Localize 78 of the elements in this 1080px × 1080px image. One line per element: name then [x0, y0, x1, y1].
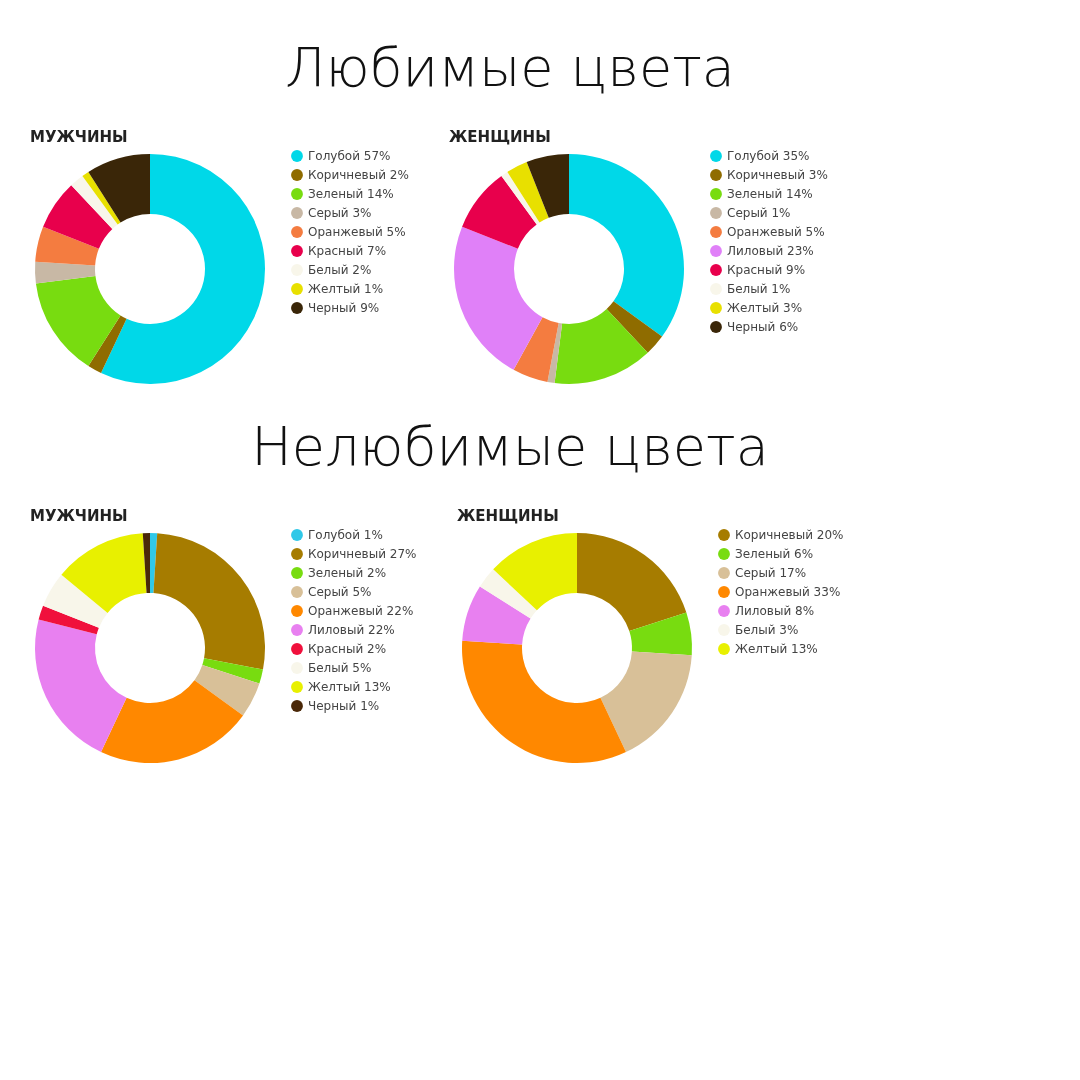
donut-slice: [194, 665, 260, 716]
donut-slice: [71, 175, 118, 229]
legend-label: Зеленый 6%: [735, 547, 814, 561]
legend-label: Коричневый 3%: [727, 168, 828, 182]
legend-label: Белый 2%: [308, 263, 372, 277]
legend-label: Серый 5%: [308, 585, 372, 599]
donut-slice: [153, 533, 265, 670]
legend-label: Зеленый 14%: [308, 187, 394, 201]
legend-label: Черный 9%: [308, 301, 380, 315]
donut-slice: [35, 261, 96, 284]
text: Нелюбимые цвета: [251, 415, 769, 478]
text: Любимые цвета: [285, 36, 735, 99]
donut-slice: [462, 586, 531, 645]
legend-label: Коричневый 27%: [308, 547, 417, 561]
donut-slice: [82, 171, 121, 225]
legend-label: Желтый 3%: [727, 301, 803, 315]
donut-slice: [142, 533, 150, 594]
legend-label: Коричневый 2%: [308, 168, 409, 182]
legend-label: Желтый 13%: [308, 680, 391, 694]
legend-label: Лиловый 22%: [308, 623, 395, 637]
legend-label: Черный 6%: [727, 320, 799, 334]
legend-label: Желтый 1%: [308, 282, 384, 296]
legend-label: Зеленый 14%: [727, 187, 813, 201]
legend-label: Красный 7%: [308, 244, 387, 258]
donut-slice: [629, 612, 692, 656]
donut-slice: [507, 162, 549, 223]
chart-title: ЖЕНЩИНЫ: [457, 507, 559, 525]
donut-slice: [501, 171, 540, 225]
donut-slice: [606, 301, 663, 353]
legend-label: Красный 2%: [308, 642, 387, 656]
donut-slice: [577, 533, 687, 631]
legend-label: Серый 3%: [308, 206, 372, 220]
legend-label: Голубой 57%: [308, 149, 391, 163]
legend-label: Серый 17%: [735, 566, 807, 580]
donut-slice: [150, 533, 158, 594]
donut-slice: [554, 309, 648, 384]
donut-slice: [61, 533, 147, 613]
legend-label: Оранжевый 33%: [735, 585, 841, 599]
legend-label: Белый 3%: [735, 623, 799, 637]
legend-label: Черный 1%: [308, 699, 380, 713]
legend-label: Голубой 35%: [727, 149, 810, 163]
donut-slice: [88, 315, 127, 374]
legend-label: Желтый 13%: [735, 642, 818, 656]
donut-slice: [462, 175, 537, 249]
chart-title: ЖЕНЩИНЫ: [449, 128, 551, 146]
donut-slice: [513, 317, 559, 382]
donut-slice: [88, 154, 150, 223]
legend-label: Оранжевый 5%: [308, 225, 406, 239]
legend-label: Серый 1%: [727, 206, 791, 220]
donut-slice: [479, 569, 537, 619]
legend-label: Белый 1%: [727, 282, 791, 296]
legend-label: Оранжевый 22%: [308, 604, 414, 618]
donut-slice: [569, 154, 684, 337]
donut-slice: [547, 323, 563, 384]
donut-slice: [35, 619, 127, 753]
legend-label: Красный 9%: [727, 263, 806, 277]
chart-title: МУЖЧИНЫ: [30, 128, 128, 146]
chart-title: МУЖЧИНЫ: [30, 507, 128, 525]
legend-label: Оранжевый 5%: [727, 225, 825, 239]
donut-slice: [35, 275, 121, 367]
legend-label: Лиловый 23%: [727, 244, 814, 258]
donut-slice: [202, 658, 263, 684]
donut-slice: [462, 640, 626, 763]
donut-slice: [526, 154, 569, 218]
legend-label: Зеленый 2%: [308, 566, 387, 580]
donut-slice: [600, 651, 692, 753]
donut-slice: [35, 226, 99, 266]
legend-label: Коричневый 20%: [735, 528, 844, 542]
donut-slice: [454, 226, 543, 370]
donut-slice: [38, 605, 99, 635]
donut-slice: [493, 533, 577, 611]
donut-slice: [43, 185, 113, 249]
donut-slice: [101, 154, 265, 384]
donut-slice: [43, 574, 108, 628]
legend-label: Белый 5%: [308, 661, 372, 675]
legend-label: Голубой 1%: [308, 528, 383, 542]
legend-label: Лиловый 8%: [735, 604, 815, 618]
donut-slice: [101, 680, 244, 763]
